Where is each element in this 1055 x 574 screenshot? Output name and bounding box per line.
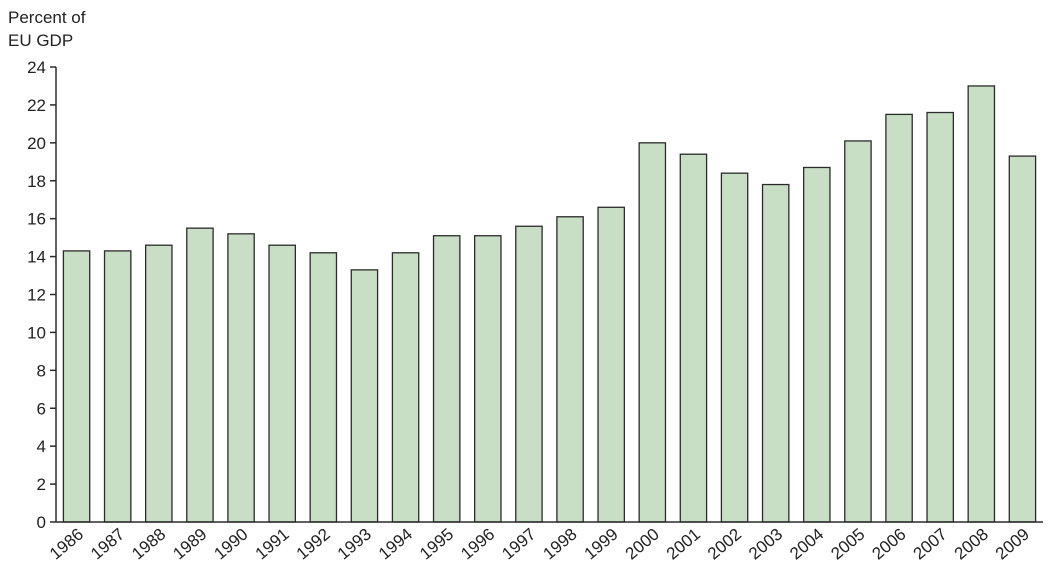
x-tick-label-2002: 2002 [704, 525, 745, 564]
y-tick-label: 10 [27, 323, 46, 342]
bar-1990 [227, 233, 255, 523]
x-tick-label-2003: 2003 [745, 525, 786, 564]
y-tick-label: 4 [37, 437, 46, 456]
bar-1997 [515, 225, 543, 523]
x-tick-label-2001: 2001 [663, 525, 704, 564]
x-tick-label-2004: 2004 [786, 525, 827, 564]
bar-1991 [268, 244, 296, 523]
bar-1998 [556, 216, 584, 523]
y-tick-label: 6 [37, 399, 46, 418]
x-tick-label-2005: 2005 [827, 525, 868, 564]
bar-1988 [145, 244, 173, 523]
bar-2008 [967, 85, 996, 523]
bar-2000 [638, 142, 667, 523]
y-tick-label: 22 [27, 96, 46, 115]
x-tick-label-1989: 1989 [169, 525, 210, 564]
y-tick-label: 2 [37, 475, 46, 494]
bar-2002 [720, 172, 749, 523]
x-tick-label-1997: 1997 [498, 525, 539, 564]
x-tick-label-1994: 1994 [375, 525, 416, 564]
bar-2001 [679, 153, 708, 523]
bars [62, 85, 1037, 523]
bar-2003 [761, 183, 790, 523]
y-tick-label: 12 [27, 286, 46, 305]
x-tick-label-1995: 1995 [416, 525, 457, 564]
x-tick-label-1991: 1991 [252, 525, 293, 564]
x-tick-label-2006: 2006 [868, 525, 909, 564]
bar-1989 [186, 227, 214, 523]
bar-2009 [1008, 155, 1037, 523]
x-tick-label-1999: 1999 [581, 525, 622, 564]
x-tick-label-2000: 2000 [622, 525, 663, 564]
bar-2007 [926, 111, 954, 523]
x-tick-label-1993: 1993 [334, 525, 375, 564]
bar-2004 [803, 166, 831, 523]
y-tick-label: 24 [27, 58, 46, 77]
x-tick-label-1992: 1992 [293, 525, 334, 564]
x-tick-label-2007: 2007 [910, 525, 951, 564]
x-tick-label-2008: 2008 [951, 525, 992, 564]
y-tick-label: 20 [27, 134, 46, 153]
y-axis-label-line-1: Percent of [8, 8, 86, 27]
y-axis-label-line-2: EU GDP [8, 31, 73, 50]
bar-1996 [474, 235, 502, 523]
y-tick-label: 18 [27, 172, 46, 191]
bar-1999 [597, 206, 625, 523]
x-tick-label-1998: 1998 [539, 525, 580, 564]
x-axis-ticks: 1986 1987 1988 1989 1990 1991 1992 1993 1994 1995… [46, 525, 1033, 564]
y-tick-label: 0 [37, 513, 46, 532]
bar-1987 [103, 250, 132, 523]
y-tick-label: 14 [27, 248, 46, 267]
x-tick-label-1988: 1988 [128, 525, 169, 564]
bar-2006 [885, 113, 913, 523]
y-tick-label: 8 [37, 361, 46, 380]
x-tick-label-1990: 1990 [210, 525, 251, 564]
bar-1992 [309, 252, 338, 523]
bar-1986 [62, 250, 91, 523]
x-tick-label-2009: 2009 [992, 525, 1033, 564]
axes [55, 67, 1043, 523]
x-tick-label-1987: 1987 [87, 525, 128, 564]
x-tick-label-1986: 1986 [46, 525, 87, 564]
y-tick-label: 16 [27, 210, 46, 229]
bar-1995 [432, 235, 461, 523]
y-axis-label: Percent of EU GDP [8, 8, 86, 50]
x-tick-label-1996: 1996 [457, 525, 498, 564]
bar-1994 [391, 252, 420, 523]
bar-1993 [350, 269, 379, 523]
bar-2005 [844, 140, 872, 523]
